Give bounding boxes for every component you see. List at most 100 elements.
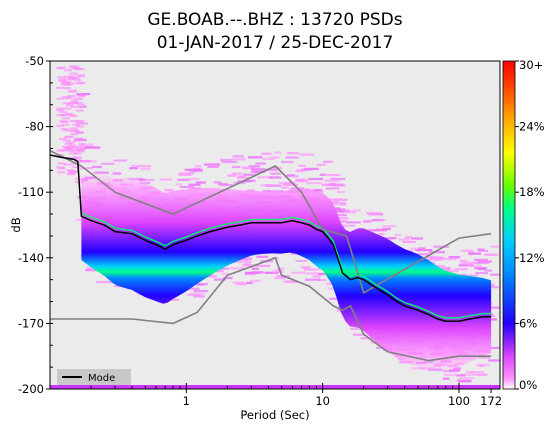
plot-content: [50, 65, 500, 389]
psd-cell: [59, 149, 67, 152]
psd-cell: [64, 75, 73, 78]
psd-cell: [338, 210, 346, 213]
psd-cell: [298, 164, 306, 167]
psd-cell: [490, 306, 500, 309]
psd-cell: [343, 209, 351, 213]
psd-cell: [300, 180, 308, 183]
psd-cell: [306, 272, 321, 275]
psd-cell: [314, 189, 322, 192]
psd-cell: [323, 160, 334, 163]
psd-cell: [318, 272, 325, 276]
psd-cell: [275, 269, 283, 272]
psd-cell: [140, 167, 151, 170]
psd-cell: [221, 272, 230, 275]
psd-cell: [70, 133, 79, 136]
psd-cell: [415, 248, 422, 252]
psd-cell: [77, 74, 85, 77]
psd-cell: [229, 267, 245, 270]
psd-cell: [61, 83, 69, 86]
psd-cell: [62, 87, 71, 90]
psd-cell: [322, 183, 332, 186]
psd-cell: [265, 169, 279, 172]
psd-cell: [261, 152, 272, 155]
psd-cell: [67, 113, 76, 116]
psd-cell: [474, 261, 490, 264]
psd-cell: [195, 181, 206, 184]
psd-cell: [71, 77, 80, 80]
psd-cell: [61, 123, 70, 126]
colorbar-tick-label: 0%: [519, 378, 537, 392]
psd-cell: [263, 184, 276, 187]
psd-cell: [63, 163, 72, 166]
y-tick-label: -140: [18, 251, 44, 265]
psd-cell: [300, 266, 311, 269]
psd-cell: [456, 374, 466, 377]
psd-cell: [411, 367, 425, 370]
psd-cell: [350, 327, 362, 330]
psd-cell: [466, 371, 475, 374]
colorbar-ticks: 0% 6% 12% 18% 24% 30+: [515, 58, 545, 392]
psd-cell: [304, 167, 319, 170]
psd-cell: [175, 183, 182, 186]
psd-cell: [73, 79, 82, 82]
psd-cell: [458, 264, 474, 267]
chart-title-line2: 01-JAN-2017 / 25-DEC-2017: [157, 33, 394, 53]
psd-cell: [257, 176, 273, 179]
psd-cell: [60, 114, 69, 117]
psd-cell: [459, 377, 475, 380]
psd-cell: [69, 170, 78, 173]
x-tick-label: 100: [448, 394, 470, 408]
colorbar-frame: [502, 60, 516, 390]
colorbar-tick-label: 18%: [519, 185, 545, 199]
psd-cell: [337, 190, 345, 194]
psd-cell: [62, 145, 71, 149]
y-tick-label: -200: [18, 382, 44, 396]
psd-cell: [77, 167, 85, 170]
psd-cell: [329, 183, 344, 186]
bottom-density-strip: [50, 385, 500, 389]
psd-cell: [477, 248, 485, 251]
psd-cell: [295, 178, 310, 181]
psd-cell: [466, 274, 479, 277]
colorbar-gradient: [503, 61, 515, 389]
psd-cell: [237, 175, 246, 178]
colorbar-tick-label: 12%: [519, 251, 545, 265]
y-tick-label: -50: [25, 54, 44, 68]
psd-cell: [280, 186, 289, 189]
psd-cell: [334, 209, 350, 212]
psd-cell: [75, 109, 84, 112]
psd-cell: [432, 264, 445, 268]
psd-cell: [273, 277, 286, 280]
psd-cell: [488, 359, 500, 362]
psd-cell: [460, 261, 477, 264]
psd-cell: [74, 97, 83, 100]
psd-cell: [246, 281, 253, 284]
psd-cell: [212, 270, 224, 273]
psd-cell: [62, 102, 71, 105]
psd-cell: [57, 171, 66, 174]
psd-cell: [295, 179, 303, 183]
x-axis-label: Period (Sec): [240, 408, 309, 422]
x-tick-label: 172: [480, 394, 502, 408]
psd-cell: [270, 172, 281, 175]
psd-cell: [74, 181, 86, 184]
psd-cell: [427, 256, 443, 259]
psd-cell: [131, 164, 140, 167]
psd-cell: [326, 174, 341, 177]
psd-cell: [56, 97, 65, 100]
psd-cell: [467, 251, 475, 254]
psd-cell: [466, 264, 482, 267]
psd-cell: [413, 253, 430, 256]
psd-cell: [66, 82, 75, 85]
psd-cell: [55, 124, 64, 127]
psd-cell: [382, 227, 391, 231]
psd-cell: [227, 174, 237, 177]
psd-cell: [345, 211, 356, 214]
psd-cell: [274, 151, 282, 154]
psd-cell: [270, 156, 280, 159]
psd-cell: [268, 176, 282, 179]
psd-cell: [59, 111, 68, 114]
psd-cell: [485, 253, 497, 256]
psd-cell: [272, 270, 285, 273]
psd-cell: [231, 158, 246, 161]
